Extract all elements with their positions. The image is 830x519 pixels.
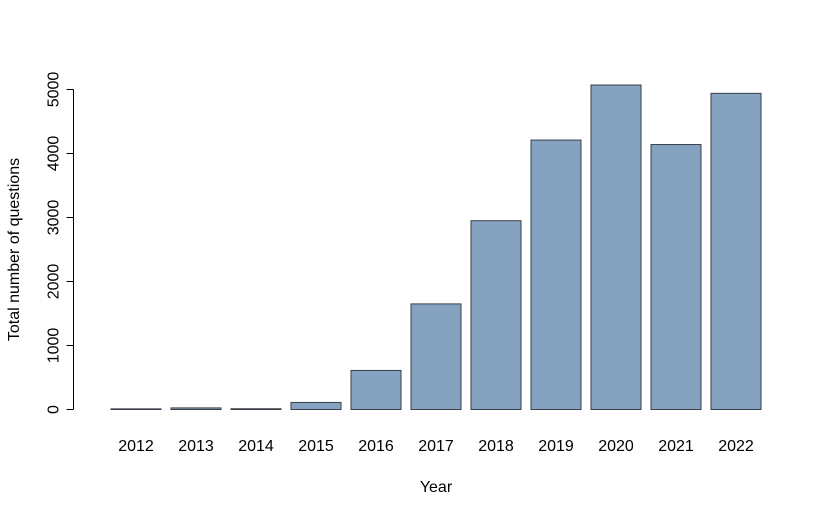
x-tick-label: 2017 [418,438,454,455]
bar [590,84,642,411]
y-axis-title: Total number of questions [6,158,23,341]
y-axis: 0 1000 2000 3000 4000 5000 [46,72,74,414]
x-tick-label: 2020 [598,438,634,455]
x-tick-label: 2021 [658,438,694,455]
bar [650,144,702,410]
bar [170,407,222,410]
x-tick-label: 2012 [118,438,154,455]
x-tick-label: 2019 [538,438,574,455]
x-tick-labels: 2012 2013 2014 2015 2016 2017 2018 2019 2020 2021… [118,438,754,455]
bar [530,139,582,410]
x-axis-title: Year [420,479,453,496]
y-tick-label: 2000 [46,264,63,300]
bar [230,408,282,410]
x-tick-label: 2014 [238,438,274,455]
x-tick-label: 2018 [478,438,514,455]
bar [290,401,342,410]
y-tick-label: 5000 [46,72,63,108]
bars [110,84,762,411]
x-tick-label: 2022 [718,438,754,455]
bar [470,220,522,410]
bar [410,303,462,410]
x-tick-label: 2016 [358,438,394,455]
y-tick-label: 0 [46,405,63,414]
y-tick-label: 1000 [46,328,63,364]
bar [710,92,762,410]
y-tick-label: 4000 [46,136,63,172]
y-tick-label: 3000 [46,200,63,236]
bar [110,408,162,410]
x-tick-label: 2013 [178,438,214,455]
bar [350,369,402,410]
x-tick-label: 2015 [298,438,334,455]
